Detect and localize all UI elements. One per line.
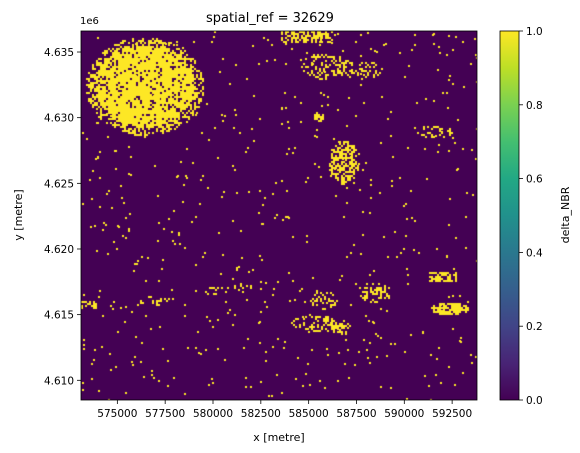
colorbar-tick-label: 0.2 xyxy=(526,321,543,333)
x-tick-label: 577500 xyxy=(145,408,185,420)
heatmap-raster-frame xyxy=(81,31,477,400)
colorbar-tick-label: 1.0 xyxy=(526,26,543,38)
x-tick-label: 575000 xyxy=(97,408,137,420)
plot-frame xyxy=(80,30,478,401)
y-tick-label: 4.620 xyxy=(44,244,74,256)
x-tick-label: 590000 xyxy=(384,408,424,420)
colorbar-ticks: 0.0 0.2 0.4 0.6 0.8 1.0 xyxy=(519,26,543,407)
y-offset-label: 1e6 xyxy=(80,16,99,27)
colorbar-label: delta_NBR xyxy=(559,186,572,243)
chart-title: spatial_ref = 32629 xyxy=(206,11,334,26)
colorbar-tick-label: 0.6 xyxy=(526,174,543,186)
y-tick-label: 4.615 xyxy=(44,310,74,322)
x-tick-label: 582500 xyxy=(241,408,281,420)
y-axis-label: y [metre] xyxy=(12,189,25,240)
x-tick-label: 585000 xyxy=(289,408,329,420)
x-tick-label: 592500 xyxy=(432,408,472,420)
colorbar-tick-label: 0.4 xyxy=(526,247,543,259)
y-tick-label: 4.610 xyxy=(44,375,74,387)
y-tick-label: 4.625 xyxy=(44,178,74,190)
colorbar xyxy=(499,30,520,401)
y-tick-label: 4.635 xyxy=(44,47,74,59)
y-axis-ticks: 4.610 4.615 4.620 4.625 4.630 4.635 xyxy=(44,47,81,387)
x-tick-label: 580000 xyxy=(193,408,233,420)
y-tick-label: 4.630 xyxy=(44,113,74,125)
colorbar-tick-label: 0.0 xyxy=(526,395,543,407)
colorbar-tick-label: 0.8 xyxy=(526,100,543,112)
x-tick-label: 587500 xyxy=(336,408,376,420)
x-axis-ticks: 575000 577500 580000 582500 585000 587500 5900… xyxy=(97,400,472,420)
x-axis-label: x [metre] xyxy=(253,431,304,444)
heatmap-raster xyxy=(81,31,477,400)
